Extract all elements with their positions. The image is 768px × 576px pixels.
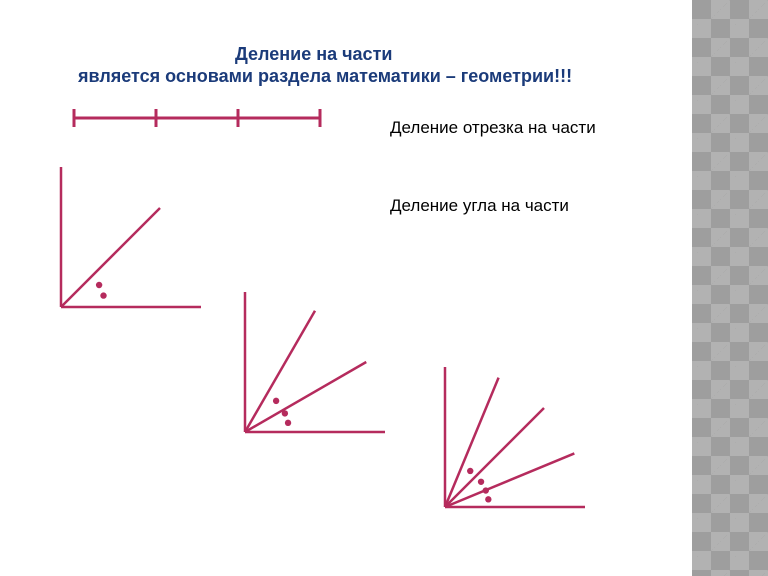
stage: Деление на части является основами разде… [0, 0, 768, 576]
segment-diagram [0, 0, 768, 576]
